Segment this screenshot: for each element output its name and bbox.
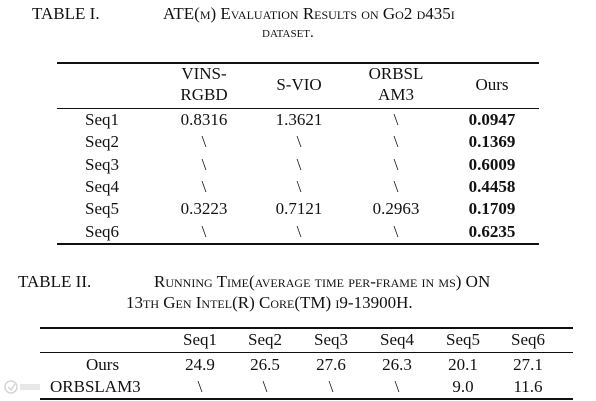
table2-label: TABLE II. xyxy=(18,272,92,291)
table1-cell: 0.2963 xyxy=(372,199,420,219)
table2-caption-line2: 13th Gen Intel(R) Core(TM) i9-13900H. xyxy=(126,293,413,312)
table1-cell: 0.6235 xyxy=(468,221,516,241)
table2-caption-line1: Running Time(average time per-frame in m… xyxy=(154,272,491,291)
table2-cell: \ xyxy=(262,377,268,396)
table2-col-header-5: Seq6 xyxy=(511,330,545,349)
table1-cell: \ xyxy=(393,132,399,152)
table1-col-header-3: Ours xyxy=(475,75,509,94)
table2-cell: \ xyxy=(328,377,334,396)
table2-col-header-2: Seq3 xyxy=(314,330,348,349)
table1-cell: 0.6009 xyxy=(468,154,516,174)
table1-bottom-rule xyxy=(57,243,539,245)
table1-cell: 0.8316 xyxy=(180,110,228,129)
table1-row-label: Seq1 xyxy=(85,110,119,129)
table1-cell: \ xyxy=(296,154,302,174)
table1-col-header-1: S-VIO xyxy=(276,75,322,94)
table2-row-label: Ours xyxy=(86,355,120,374)
table1-cell: \ xyxy=(296,176,302,196)
table1-cell: 0.0947 xyxy=(468,110,516,129)
table1-cell: 0.1369 xyxy=(468,132,516,152)
table1-cell: \ xyxy=(201,221,207,241)
table2-row-label: ORBSLAM3 xyxy=(50,377,141,396)
table1-cell: \ xyxy=(393,176,399,196)
table2-cell: \ xyxy=(394,377,400,396)
table1-label: TABLE I. xyxy=(32,4,100,23)
table1-cell: 0.4458 xyxy=(468,176,516,196)
table1-cell: \ xyxy=(393,154,399,174)
table1-cell: 1.3621 xyxy=(275,110,323,129)
table1-col-header-0: VINS- xyxy=(181,64,227,83)
table2-cell: 27.1 xyxy=(513,355,543,374)
table1-row-label: Seq4 xyxy=(85,176,119,196)
table1-header-rule xyxy=(57,108,539,109)
table1-cell: 0.1709 xyxy=(468,199,516,219)
table1-cell: \ xyxy=(296,132,302,152)
table2-header-rule xyxy=(40,352,573,353)
watermark-icon xyxy=(4,380,40,394)
table1-cell: \ xyxy=(201,176,207,196)
table1-cell: \ xyxy=(393,221,399,241)
table2-top-rule xyxy=(40,327,573,329)
table1-cell: \ xyxy=(393,110,399,129)
table1-col-header-2: ORBSL xyxy=(368,64,424,83)
table1-caption-line2: dataset. xyxy=(262,25,314,41)
table1-row-label: Seq2 xyxy=(85,132,119,152)
table2-cell: 20.1 xyxy=(448,355,478,374)
table2-cell: 11.6 xyxy=(513,377,543,396)
table2-cell: 26.3 xyxy=(382,355,412,374)
table1-caption-line1: ATE(m) Evaluation Results on Go2 d435i xyxy=(163,4,455,23)
table2-col-header-1: Seq2 xyxy=(248,330,282,349)
table2-col-header-4: Seq5 xyxy=(446,330,480,349)
table2-cell: 27.6 xyxy=(316,355,346,374)
table2-cell: 24.9 xyxy=(185,355,215,374)
table1-row-label: Seq5 xyxy=(85,199,119,219)
table2-cell: 9.0 xyxy=(452,377,474,396)
table1-row-label: Seq3 xyxy=(85,154,119,174)
table1-cell: \ xyxy=(201,154,207,174)
table1-cell: \ xyxy=(296,221,302,241)
table1-cell: 0.3223 xyxy=(180,199,228,219)
table1-col-header-0: RGBD xyxy=(180,85,228,104)
table1-col-header-2: AM3 xyxy=(378,85,414,104)
table1-cell: \ xyxy=(201,132,207,152)
table2-bottom-rule xyxy=(40,398,573,400)
table2-cell: \ xyxy=(197,377,203,396)
table2-col-header-3: Seq4 xyxy=(380,330,414,349)
table1-row-label: Seq6 xyxy=(85,221,119,241)
table2-col-header-0: Seq1 xyxy=(183,330,217,349)
table2-cell: 26.5 xyxy=(250,355,280,374)
table1-top-rule xyxy=(57,62,539,64)
table1-cell: 0.7121 xyxy=(275,199,323,219)
